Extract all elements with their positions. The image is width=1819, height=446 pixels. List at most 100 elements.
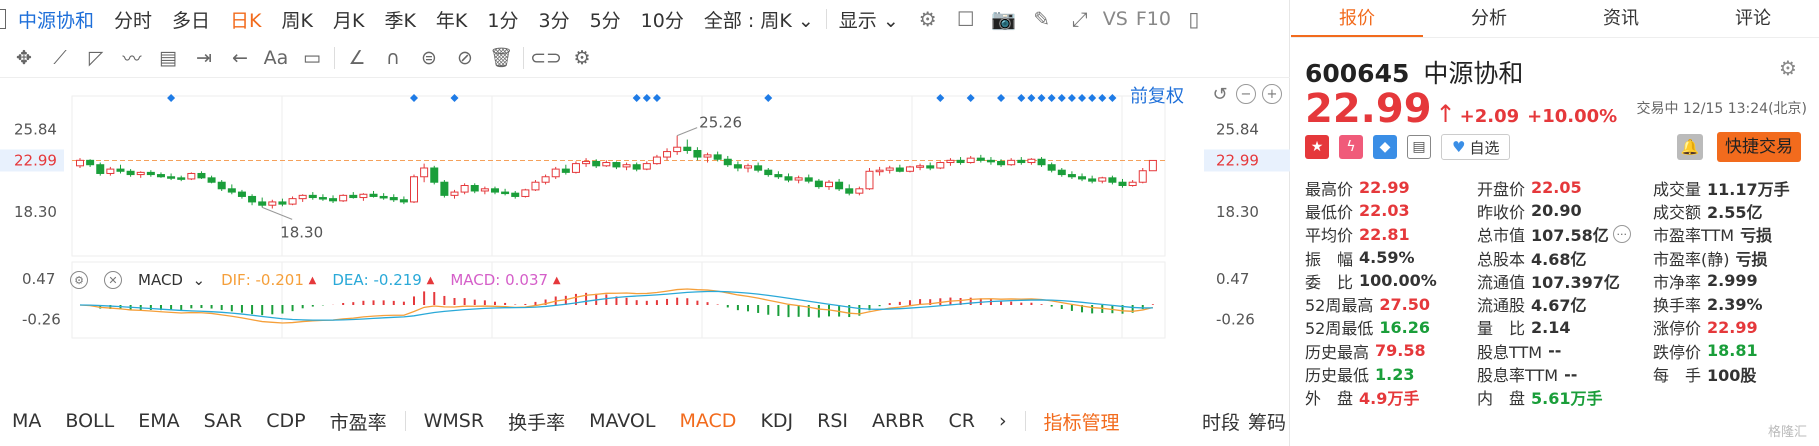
period-tab[interactable]: 月K [332,9,365,32]
indicator-tab[interactable]: BOLL [65,410,115,432]
period-tab[interactable]: 周K [281,9,313,32]
candle-body [1148,159,1157,172]
add-watchlist-button[interactable]: ♥ 自选 [1441,134,1511,160]
candle-body [146,171,155,176]
quote-field-label: 市净率 [1653,272,1702,292]
divider [334,46,335,69]
magnet-icon[interactable]: ∩ [386,46,400,69]
square-checkbox-icon[interactable]: ☐ [956,7,975,31]
bell-icon[interactable]: 🔔 [1677,134,1703,160]
indicator-tab[interactable]: CR [948,410,975,432]
quote-row: 历史最高 79.58 股息TTM -- 跌停价 18.81 [1305,339,1815,362]
reset-icon[interactable]: ↺ [1212,83,1228,105]
gear-icon[interactable]: ⚙ [918,7,937,31]
side-tab[interactable]: 时段 [1201,411,1240,434]
indicator-tab[interactable]: MA [12,410,42,432]
indicator-tab[interactable]: WMSR [423,410,485,432]
compare-icon[interactable]: ⊂⊃ [530,46,562,69]
indicator-tab[interactable]: MAVOL [589,410,656,432]
lightning-icon: ϟ [1339,135,1363,159]
indicator-tab[interactable]: RSI [817,410,849,432]
close-icon[interactable]: ✕ [104,271,122,289]
candle-body [663,151,672,158]
quick-trade-button[interactable]: 快捷交易 [1717,132,1801,162]
display-menu[interactable]: 显示 ⌄ [838,9,899,32]
macd-indicator-select[interactable]: MACD ⌄ [138,271,206,289]
quote-field-label: 涨停价 [1653,319,1702,339]
period-tab[interactable]: 5分 [589,9,621,32]
period-tab[interactable]: 季K [384,9,416,32]
kline-chart[interactable]: 25.84 25.84 22.99 22.99 18.30 18.30 25.26 18.30… [0,80,1290,400]
period-tab[interactable]: 分时 [114,9,153,32]
gear-icon[interactable]: ⚙ [1779,56,1797,80]
indicator-tab[interactable]: SAR [203,410,243,432]
indicator-tab[interactable]: 换手率 [508,411,566,434]
gear-icon[interactable]: ⚙ [70,271,88,289]
candle-body [865,170,874,190]
camera-icon[interactable]: 📷 [991,7,1017,31]
period-tab[interactable]: 年K [435,9,468,32]
indicator-tab[interactable]: KDJ [760,410,794,432]
collapse-icon[interactable] [0,9,6,29]
side-tab[interactable]: 筹码 [1247,411,1286,434]
period-tab[interactable]: 3分 [538,9,570,32]
fib-icon[interactable]: ▤ [159,46,177,69]
period-tab[interactable]: 10分 [640,9,684,32]
candle-body [339,194,348,202]
period-tab[interactable]: 多日 [172,9,211,32]
indicator-tab[interactable]: EMA [138,410,180,432]
f10-button[interactable]: F10 [1135,8,1171,30]
channel-icon[interactable]: ◸ [88,46,104,69]
stock-name-label[interactable]: 中源协和 [18,9,95,32]
quote-field: 跌停价 18.81 [1653,339,1813,363]
candle-body [693,149,702,158]
document-icon[interactable]: ▤ [1407,135,1431,159]
move-icon[interactable]: ✥ [16,46,32,69]
period-tab[interactable]: 1分 [487,9,519,32]
text-icon[interactable]: Aa [263,46,289,69]
candle-body [318,197,327,200]
pen-icon[interactable]: ∠ [348,46,366,69]
measure-icon[interactable]: ⇥ [196,46,212,69]
candle-body [379,195,388,199]
zoom-in-icon[interactable]: + [1262,84,1282,104]
pencil-icon[interactable]: ✎ [1033,7,1051,31]
fullscreen-icon[interactable]: ⤢ [1071,7,1088,31]
quote-field: 昨收价 20.90 [1477,199,1653,223]
hide-icon[interactable]: ⊘ [457,46,473,69]
candle-body [997,160,1006,166]
line-icon[interactable]: ⟋ [53,46,67,69]
quote-tab[interactable]: 资讯 [1603,8,1639,29]
wave-icon[interactable]: 〰 [122,48,142,70]
quote-tab[interactable]: 评论 [1735,8,1771,29]
candle-body [480,188,489,192]
range-select[interactable]: 全部 : 周K ⌄ [703,9,814,32]
sidebar-toggle-icon[interactable]: ▯ [1188,7,1200,31]
price-tag-right [1204,149,1290,172]
indicator-tab[interactable]: ARBR [872,410,925,432]
quote-field-value: 4.68亿 [1531,249,1587,269]
quote-field: 换手率 2.39% [1653,292,1813,316]
delete-icon[interactable]: 🗑 [488,47,514,69]
vs-button[interactable]: VS [1102,8,1128,30]
more-indicators-icon[interactable]: › [998,410,1007,432]
indicator-tab[interactable]: MACD [679,410,737,432]
quote-field-label: 最低价 [1305,202,1354,222]
quote-field-value: 4.59% [1359,248,1415,268]
quote-tab[interactable]: 报价 [1291,0,1423,37]
arrow-icon[interactable]: ← [232,46,248,69]
indicator-tab[interactable]: CDP [266,410,306,432]
zoom-out-icon[interactable]: − [1236,84,1256,104]
candle-body [217,181,226,190]
quote-field-label: 股息TTM [1477,342,1543,362]
note-icon[interactable]: ▭ [303,46,321,69]
indicator-manage-button[interactable]: 指标管理 [1043,411,1120,434]
indicator-tab[interactable]: 市盈率 [329,411,387,434]
quote-tab[interactable]: 分析 [1471,8,1507,29]
period-tab[interactable]: 日K [230,9,262,32]
settings-icon[interactable]: ⚙ [573,46,591,69]
quote-field-value: 20.90 [1531,201,1582,221]
lock-icon[interactable]: ⊜ [421,46,437,69]
quote-field: 流通值 107.397亿 [1477,269,1653,293]
more-icon[interactable]: ··· [1612,225,1631,244]
